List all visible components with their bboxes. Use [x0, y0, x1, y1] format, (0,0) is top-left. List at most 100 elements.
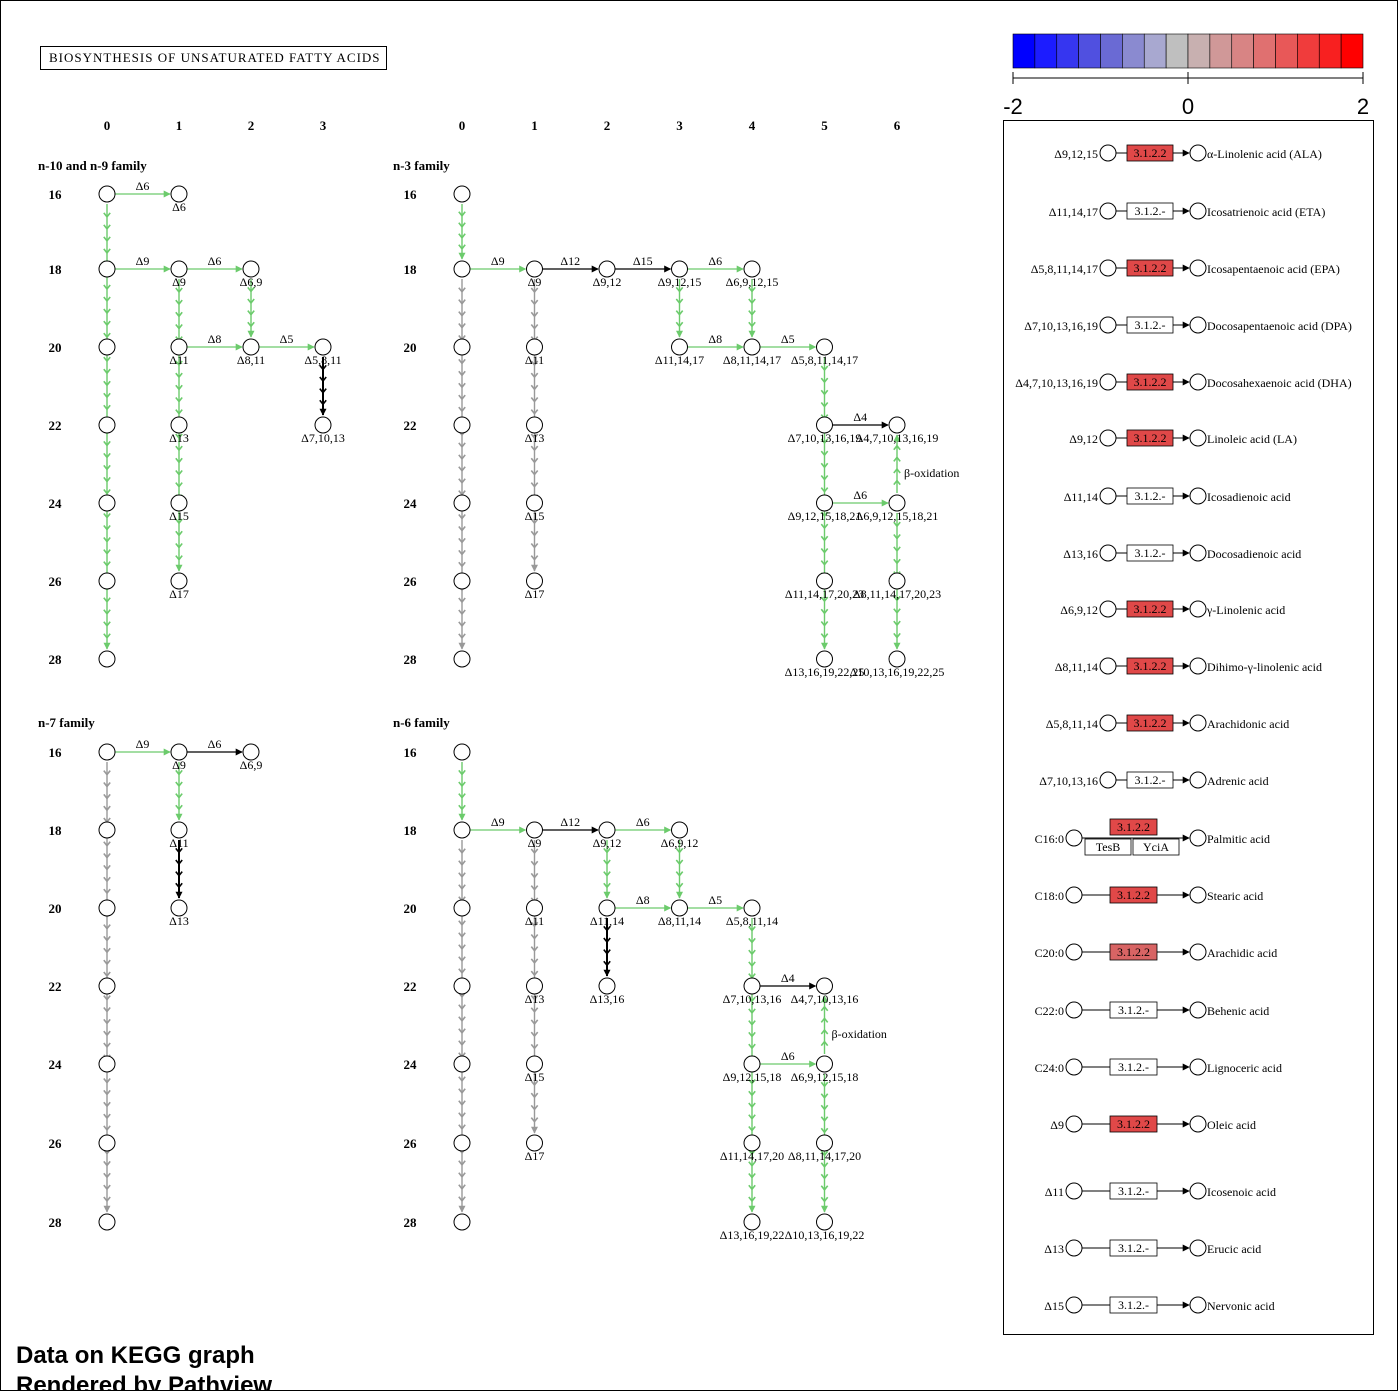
compound-node [453, 650, 471, 668]
enzyme-box [1126, 316, 1174, 334]
compound-label: Δ11,14,17 [655, 353, 704, 367]
compound-label: Δ9 [528, 275, 542, 289]
column-header: 3 [676, 118, 683, 133]
compound-label: Δ6,9 [240, 275, 263, 289]
row-label: 18 [404, 823, 418, 838]
beta-oxidation-label: β-oxidation [904, 466, 959, 480]
compound-label: Δ15 [525, 509, 545, 523]
enzyme-label: 3.1.2.2 [1134, 261, 1167, 275]
legend-product: Lignoceric acid [1207, 1061, 1282, 1075]
reaction-label: Δ9 [491, 815, 505, 829]
compound-node [242, 260, 260, 278]
enzyme-box [1109, 1115, 1158, 1133]
compound-node [98, 1055, 116, 1073]
legend-product: Icosadienoic acid [1207, 490, 1291, 504]
legend-substrate: Δ7,10,13,16,19 [1024, 319, 1098, 333]
legend-product: γ-Linolenic acid [1206, 603, 1285, 617]
scale-swatch [1165, 33, 1189, 69]
column-header: 0 [459, 118, 466, 133]
row-label: 28 [49, 1215, 63, 1230]
legend-product-node [1189, 1058, 1207, 1076]
compound-label: Δ9,12 [593, 275, 622, 289]
compound-label: Δ9,12,15 [658, 275, 702, 289]
column-header: 1 [531, 118, 538, 133]
row-label: 18 [49, 823, 63, 838]
enzyme-label: 3.1.2.- [1135, 773, 1166, 787]
column-header: 2 [248, 118, 255, 133]
legend-product-node [1189, 259, 1207, 277]
compound-node [743, 899, 761, 917]
reaction-label: Δ6 [636, 815, 650, 829]
reaction-label: Δ8 [636, 893, 650, 907]
legend-substrate: C16:0 [1035, 832, 1064, 846]
compound-label: Δ8,11,14,17,20,23 [853, 587, 941, 601]
compound-label: Δ9,12,15,18 [723, 1070, 782, 1084]
legend-substrate: Δ11 [1045, 1185, 1064, 1199]
compound-label: Δ11,14,17,20,23 [785, 587, 864, 601]
compound-label: Δ15 [169, 509, 189, 523]
row-label: 28 [404, 652, 418, 667]
compound-label: Δ6,9,12,15,18 [791, 1070, 859, 1084]
compound-node [242, 743, 260, 761]
legend-row: C20:0 3.1.2.2 Arachidic acid [1035, 943, 1277, 961]
compound-node [526, 821, 543, 839]
compound-node [671, 899, 688, 917]
compound-label: Δ13 [169, 431, 189, 445]
compound-label: Δ11 [525, 353, 544, 367]
row-label: 16 [49, 745, 63, 760]
legend-substrate-node [1065, 1115, 1083, 1133]
gene-label: TesB [1096, 840, 1121, 854]
compound-node [170, 743, 188, 761]
compound-label: Δ7,10,13,16 [723, 992, 782, 1006]
footer-line-1: Data on KEGG graph [16, 1342, 255, 1369]
compound-node [453, 1055, 471, 1073]
scale-swatch [1143, 33, 1167, 69]
legend-substrate-node [1099, 657, 1117, 675]
legend-product-node [1189, 1239, 1207, 1257]
compound-node [453, 899, 471, 917]
compound-label: Δ10,13,16,19,22 [785, 1228, 865, 1242]
compound-node [743, 338, 761, 356]
reaction-label: Δ6 [853, 488, 867, 502]
reaction-label: Δ5 [708, 893, 722, 907]
compound-node [743, 1213, 761, 1231]
legend-product: Docosahexaenoic acid (DHA) [1207, 376, 1352, 390]
compound-node [598, 821, 616, 839]
compound-node [170, 821, 188, 839]
compound-node [671, 338, 688, 356]
column-header: 2 [604, 118, 611, 133]
compound-node [170, 338, 188, 356]
scale-swatch [1231, 33, 1254, 69]
compound-node [526, 977, 543, 995]
compound-node [170, 572, 188, 590]
legend-product-node [1189, 429, 1207, 447]
enzyme-box [1126, 771, 1174, 789]
compound-node [453, 821, 471, 839]
legend-product: Erucic acid [1207, 1242, 1261, 1256]
legend-product-node [1189, 144, 1207, 162]
compound-node [453, 494, 471, 512]
legend-row: Δ11 3.1.2.- Icosenoic acid [1045, 1182, 1276, 1200]
compound-label: Δ5,8,11,14 [726, 914, 778, 928]
legend-substrate-node [1065, 1182, 1083, 1200]
legend-product-node [1189, 487, 1207, 505]
compound-label: Δ17 [525, 587, 545, 601]
legend-substrate: Δ5,8,11,14,17 [1031, 262, 1098, 276]
legend-substrate: Δ5,8,11,14 [1046, 717, 1098, 731]
legend-product-node [1189, 714, 1207, 732]
scale-tick-label: -2 [1003, 94, 1023, 119]
legend-substrate: Δ15 [1044, 1299, 1064, 1313]
legend-product: α-Linolenic acid (ALA) [1207, 147, 1322, 161]
legend-substrate-node [1065, 943, 1083, 961]
enzyme-label: 3.1.2.2 [1134, 431, 1167, 445]
reaction-label: Δ6 [208, 254, 222, 268]
compound-node [526, 260, 543, 278]
compound-label: Δ13,16,19,22 [720, 1228, 785, 1242]
family-label-n6: n-6 family [393, 715, 450, 730]
compound-label: Δ11,14 [590, 914, 624, 928]
enzyme-box [1126, 714, 1174, 732]
legend-product: Dihimo-γ-linolenic acid [1207, 660, 1322, 674]
compound-label: Δ6,9,12,15,18,21 [856, 509, 939, 523]
scale-swatch [1297, 33, 1320, 69]
